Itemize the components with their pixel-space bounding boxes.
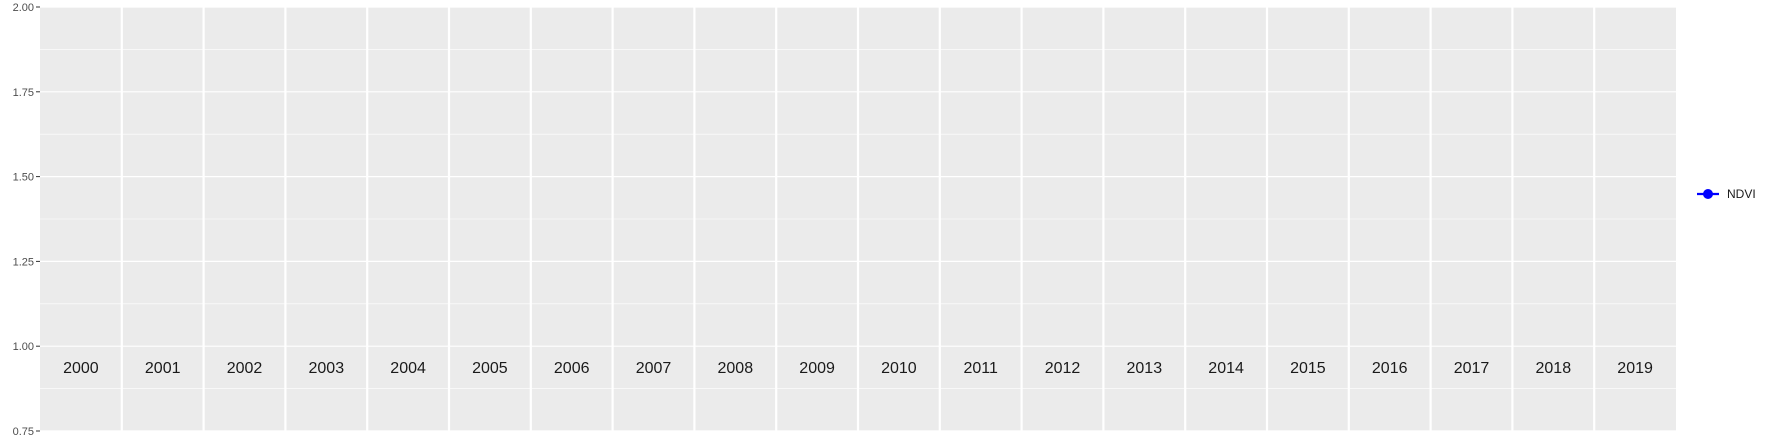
y-tick-label: 1.50 bbox=[13, 172, 34, 184]
year-dividers bbox=[120, 7, 1596, 431]
year-label: 2003 bbox=[309, 360, 345, 377]
year-label: 2013 bbox=[1127, 360, 1163, 377]
year-label: 2016 bbox=[1372, 360, 1408, 377]
year-label: 2007 bbox=[636, 360, 672, 377]
year-label: 2012 bbox=[1045, 360, 1081, 377]
legend-label-ndvi: NDVI bbox=[1727, 187, 1756, 201]
year-label: 2008 bbox=[718, 360, 754, 377]
year-label: 2017 bbox=[1454, 360, 1490, 377]
year-label: 2010 bbox=[881, 360, 917, 377]
legend: NDVI bbox=[1697, 187, 1756, 201]
y-tick-label: 1.75 bbox=[13, 87, 34, 99]
year-label: 2015 bbox=[1290, 360, 1326, 377]
year-label: 2019 bbox=[1617, 360, 1653, 377]
y-tick-label: 1.00 bbox=[13, 341, 34, 353]
year-label: 2006 bbox=[554, 360, 590, 377]
year-label: 2009 bbox=[799, 360, 835, 377]
year-label: 2004 bbox=[390, 360, 426, 377]
y-tick-label: 0.75 bbox=[13, 426, 34, 438]
y-axis: 0.75 1.00 1.25 1.50 1.75 2.00 bbox=[13, 2, 40, 438]
year-label: 2011 bbox=[963, 360, 998, 377]
year-labels: 2000 2001 2002 2003 2004 2005 2006 2007 2008 2009… bbox=[63, 360, 1653, 377]
year-label: 2018 bbox=[1536, 360, 1572, 377]
legend-key-point-ndvi bbox=[1703, 189, 1713, 199]
year-label: 2014 bbox=[1208, 360, 1244, 377]
year-label: 2002 bbox=[227, 360, 263, 377]
y-tick-label: 1.25 bbox=[13, 256, 34, 268]
year-label: 2000 bbox=[63, 360, 99, 377]
y-tick-label: 2.00 bbox=[13, 2, 34, 14]
year-label: 2005 bbox=[472, 360, 508, 377]
year-label: 2001 bbox=[145, 360, 181, 377]
